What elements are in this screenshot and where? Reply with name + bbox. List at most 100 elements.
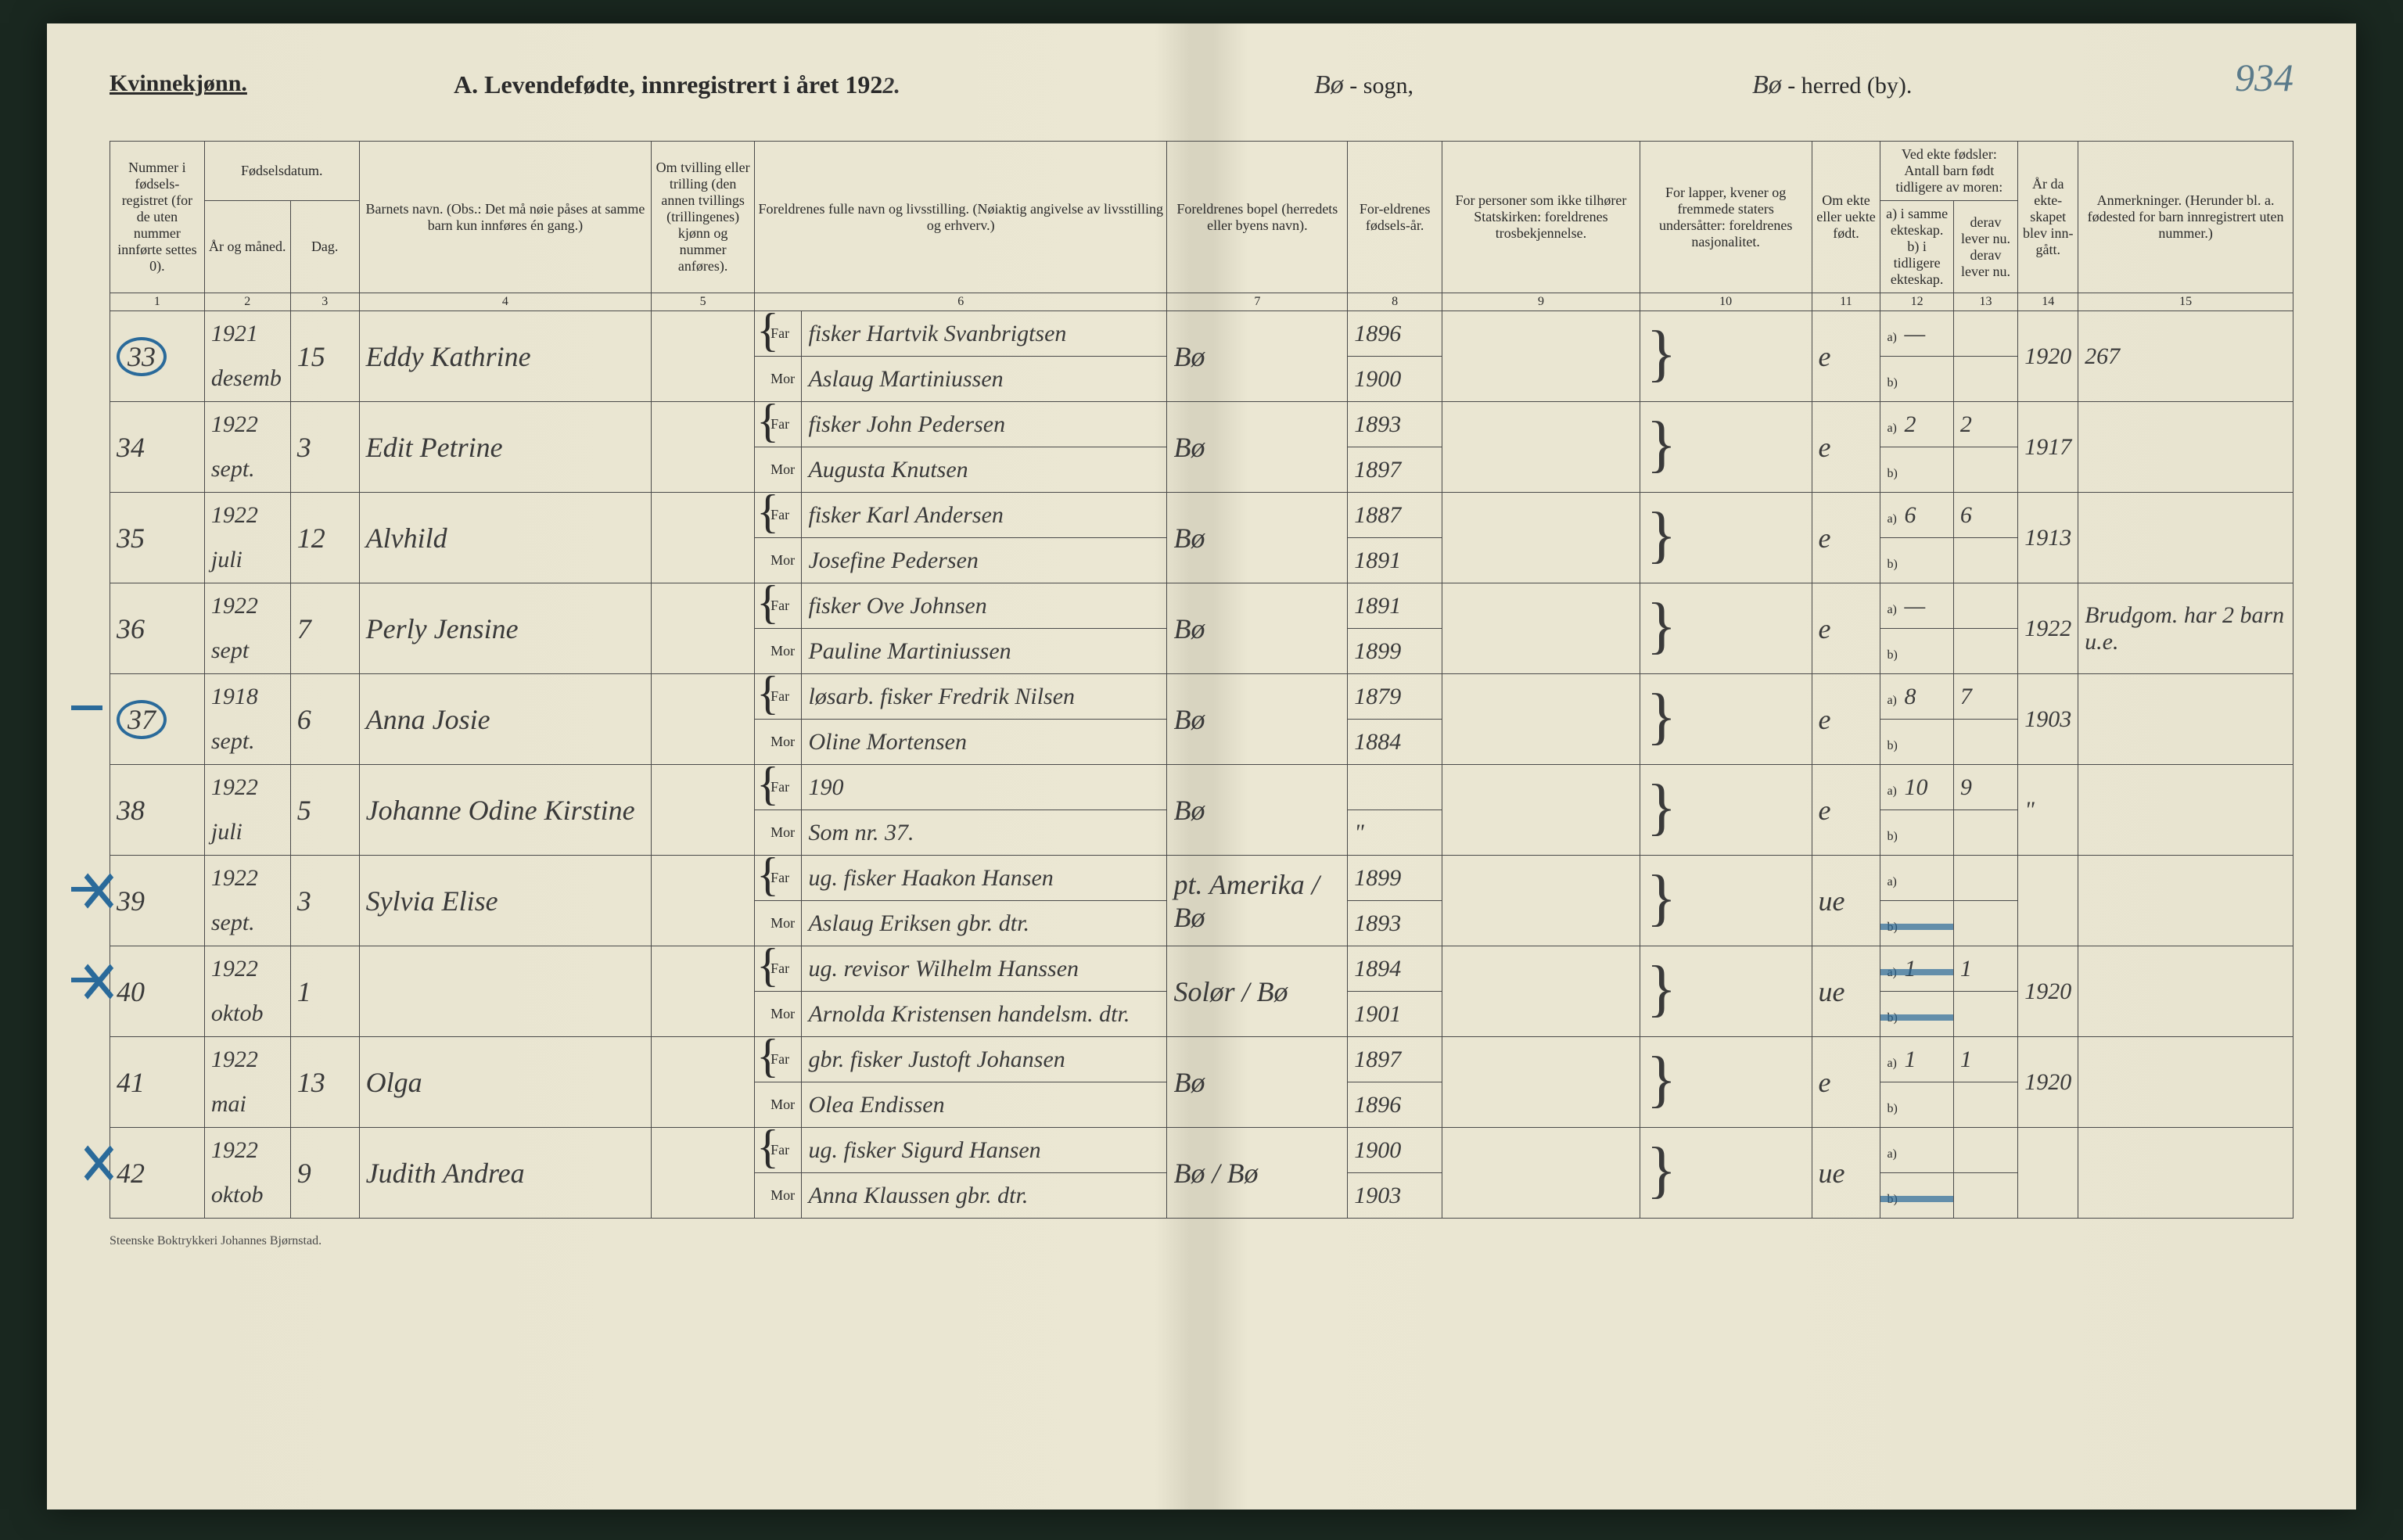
day-cell: 13 [290, 1037, 359, 1128]
twin-cell [652, 765, 755, 856]
children-living-b [1953, 447, 2017, 493]
father-birth-year: 1891 [1348, 583, 1442, 629]
number-value: 36 [117, 613, 145, 644]
entry-number: ×40 [110, 946, 205, 1037]
day-cell: 3 [290, 402, 359, 493]
father-name: fisker Ove Johnsen [802, 583, 1167, 629]
mother-birth-year: 1896 [1348, 1082, 1442, 1128]
residence: Bø [1167, 583, 1348, 674]
day-cell: 7 [290, 583, 359, 674]
mother-name: Pauline Martiniussen [802, 629, 1167, 674]
mother-birth-year: " [1348, 810, 1442, 856]
marriage-year [2018, 1128, 2078, 1219]
colnum: 11 [1812, 293, 1880, 311]
circled-number: 33 [117, 337, 167, 376]
residence: Bø [1167, 311, 1348, 402]
father-name: ug. fisker Haakon Hansen [802, 856, 1167, 901]
ledger-table: Nummer i fødsels-registret (for de uten … [110, 141, 2293, 1219]
legitimacy: e [1812, 493, 1880, 583]
residence: Bø [1167, 765, 1348, 856]
nationality-cell: } [1640, 674, 1812, 765]
father-name: 190 [802, 765, 1167, 810]
mother-name: Aslaug Eriksen gbr. dtr. [802, 901, 1167, 946]
child-name: Alvhild [359, 493, 652, 583]
colnum: 5 [652, 293, 755, 311]
day-cell: 6 [290, 674, 359, 765]
remarks [2078, 856, 2293, 946]
day-cell: 12 [290, 493, 359, 583]
child-name: Perly Jensine [359, 583, 652, 674]
children-living-b [1953, 810, 2017, 856]
residence: Bø [1167, 1037, 1348, 1128]
children-a: a) [1880, 856, 1953, 901]
nationality-cell: } [1640, 583, 1812, 674]
colnum: 9 [1442, 293, 1640, 311]
remarks [2078, 402, 2293, 493]
month-cell: juli [204, 538, 290, 583]
col-4-header: Barnets navn. (Obs.: Det må nøie påses a… [359, 142, 652, 293]
entry-number: 33 [110, 311, 205, 402]
religion-cell [1442, 946, 1640, 1037]
marriage-year [2018, 856, 2078, 946]
legitimacy: ue [1812, 1128, 1880, 1219]
printer-footer: Steenske Boktrykkeri Johannes Bjørnstad. [110, 1234, 2293, 1248]
colnum: 10 [1640, 293, 1812, 311]
twin-cell [652, 946, 755, 1037]
sogn-field: Bø - sogn, [1314, 70, 1413, 100]
number-value: 40 [117, 976, 145, 1007]
child-name: Olga [359, 1037, 652, 1128]
table-row: ×4019221{Farug. revisor Wilhelm HanssenS… [110, 946, 2293, 992]
herred-field: Bø - herred (by). [1752, 70, 1912, 100]
day-cell: 5 [290, 765, 359, 856]
colnum: 8 [1348, 293, 1442, 311]
religion-cell [1442, 765, 1640, 856]
far-label: {Far [755, 493, 802, 538]
children-a: a) — [1880, 311, 1953, 357]
children-b: b) [1880, 538, 1953, 583]
day-cell: 9 [290, 1128, 359, 1219]
entry-number: 36 [110, 583, 205, 674]
father-name: fisker Hartvik Svanbrigtsen [802, 311, 1167, 357]
col-13-header: derav lever nu. derav lever nu. [1953, 201, 2017, 293]
month-cell: juli [204, 810, 290, 856]
nationality-cell: } [1640, 946, 1812, 1037]
marriage-year: 1917 [2018, 402, 2078, 493]
table-header: Nummer i fødsels-registret (for de uten … [110, 142, 2293, 311]
religion-cell [1442, 493, 1640, 583]
month-cell: oktob [204, 992, 290, 1037]
col-10-header: For lapper, kvener og fremmede staters u… [1640, 142, 1812, 293]
children-a: a) [1880, 1128, 1953, 1173]
mother-birth-year: 1893 [1348, 901, 1442, 946]
year-cell: 1922 [204, 1128, 290, 1173]
residence: Bø [1167, 674, 1348, 765]
legitimacy: ue [1812, 856, 1880, 946]
nationality-cell: } [1640, 1128, 1812, 1219]
col-2-header: År og måned. [204, 201, 290, 293]
children-living-b [1953, 538, 2017, 583]
mother-birth-year: 1891 [1348, 538, 1442, 583]
religion-cell [1442, 856, 1640, 946]
child-name: Sylvia Elise [359, 856, 652, 946]
mother-name: Aslaug Martiniussen [802, 357, 1167, 402]
twin-cell [652, 1037, 755, 1128]
father-name: ug. fisker Sigurd Hansen [802, 1128, 1167, 1173]
children-a: a) 6 [1880, 493, 1953, 538]
mother-name: Josefine Pedersen [802, 538, 1167, 583]
table-row: 3619227Perly Jensine{Farfisker Ove Johns… [110, 583, 2293, 629]
sogn-value: Bø [1314, 70, 1344, 99]
page-title: A. Levendefødte, innregistrert i året 19… [454, 70, 900, 99]
year-cell: 1918 [204, 674, 290, 720]
legitimacy: e [1812, 765, 1880, 856]
nationality-cell: } [1640, 856, 1812, 946]
legitimacy: e [1812, 311, 1880, 402]
mother-birth-year: 1884 [1348, 720, 1442, 765]
children-a: a) — [1880, 583, 1953, 629]
residence: pt. Amerika / Bø [1167, 856, 1348, 946]
residence: Solør / Bø [1167, 946, 1348, 1037]
children-a: a) 1 [1880, 946, 1953, 992]
mother-name: Olea Endissen [802, 1082, 1167, 1128]
colnum: 12 [1880, 293, 1953, 311]
day-cell: 1 [290, 946, 359, 1037]
remarks: Brudgom. har 2 barn u.e. [2078, 583, 2293, 674]
colnum: 7 [1167, 293, 1348, 311]
